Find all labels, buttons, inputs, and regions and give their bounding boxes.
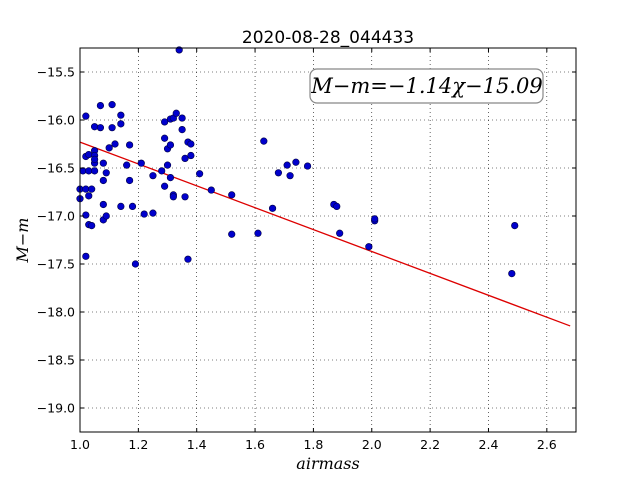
data-point bbox=[117, 202, 125, 210]
data-point bbox=[117, 120, 125, 128]
data-point bbox=[187, 140, 195, 148]
data-point bbox=[108, 101, 116, 109]
data-point bbox=[82, 252, 90, 260]
data-point bbox=[99, 176, 107, 185]
data-point bbox=[181, 154, 189, 162]
data-point bbox=[108, 124, 116, 132]
data-point bbox=[178, 126, 186, 134]
data-point bbox=[88, 185, 96, 193]
x-tick-label: 1.6 bbox=[245, 437, 265, 452]
chart-title: 2020-08-28_044433 bbox=[242, 28, 414, 48]
y-tick-label: −19.0 bbox=[37, 401, 75, 416]
data-point bbox=[274, 169, 283, 177]
y-tick-label: −18.0 bbox=[37, 305, 75, 320]
x-tick-label: 2.2 bbox=[420, 437, 440, 452]
fit-equation-annotation: M−m=−1.14χ−15.09 bbox=[310, 74, 542, 98]
data-point bbox=[181, 193, 189, 201]
data-point bbox=[105, 144, 113, 152]
data-point bbox=[82, 211, 90, 219]
data-point bbox=[184, 255, 192, 263]
y-tick-label: −17.5 bbox=[37, 257, 75, 272]
data-points bbox=[76, 46, 519, 278]
data-point bbox=[166, 141, 175, 149]
x-tick-label: 1.2 bbox=[128, 437, 148, 452]
data-point bbox=[228, 230, 236, 238]
x-tick-labels: 1.0 1.2 1.4 1.6 1.8 2.0 2.2 2.4 2.6 bbox=[70, 437, 557, 452]
y-tick-label: −17.0 bbox=[37, 209, 75, 224]
data-point bbox=[102, 212, 110, 220]
y-tick-label: −18.5 bbox=[37, 353, 75, 368]
data-point bbox=[90, 155, 99, 163]
y-axis-label: M−m bbox=[13, 218, 32, 264]
data-point bbox=[166, 174, 175, 182]
data-point bbox=[178, 114, 186, 122]
plot-frame bbox=[79, 47, 577, 433]
data-point bbox=[82, 112, 90, 120]
x-tick-label: 2.6 bbox=[537, 437, 557, 452]
data-point bbox=[126, 176, 134, 185]
data-point bbox=[283, 161, 291, 169]
data-point bbox=[207, 186, 215, 194]
data-point bbox=[161, 118, 169, 126]
data-point bbox=[88, 222, 96, 230]
data-point bbox=[96, 124, 105, 132]
axis-ticks bbox=[79, 48, 576, 432]
data-point bbox=[511, 222, 519, 230]
x-tick-label: 1.8 bbox=[303, 437, 323, 452]
data-point bbox=[117, 111, 125, 119]
fit-line-group bbox=[79, 141, 571, 327]
data-point bbox=[85, 150, 93, 159]
data-point bbox=[96, 101, 105, 110]
x-tick-label: 2.0 bbox=[362, 437, 382, 452]
data-point bbox=[149, 172, 157, 180]
data-point bbox=[161, 134, 169, 142]
data-point bbox=[102, 169, 110, 177]
y-tick-label: −15.5 bbox=[37, 65, 75, 80]
data-point bbox=[303, 162, 312, 170]
data-point bbox=[85, 192, 93, 200]
data-point bbox=[163, 161, 172, 169]
data-point bbox=[292, 158, 300, 166]
data-point bbox=[187, 151, 195, 160]
x-axis-label: airmass bbox=[296, 454, 359, 473]
data-point bbox=[99, 159, 107, 167]
data-point bbox=[228, 191, 236, 199]
data-point bbox=[268, 204, 277, 212]
grid bbox=[79, 48, 576, 432]
x-tick-label: 1.4 bbox=[187, 437, 207, 452]
data-point bbox=[161, 182, 169, 190]
data-point bbox=[90, 167, 99, 175]
data-point bbox=[172, 109, 180, 117]
data-point bbox=[149, 209, 157, 217]
data-point bbox=[260, 137, 268, 145]
data-point bbox=[333, 202, 341, 210]
data-point bbox=[111, 140, 119, 148]
y-tick-label: −16.5 bbox=[37, 161, 75, 176]
fit-line bbox=[79, 141, 571, 327]
data-point bbox=[90, 123, 99, 131]
data-point bbox=[140, 210, 148, 218]
data-point bbox=[123, 161, 131, 169]
data-point bbox=[336, 229, 344, 237]
data-point bbox=[169, 193, 177, 201]
data-point bbox=[137, 159, 145, 167]
data-point bbox=[286, 172, 294, 180]
data-point bbox=[254, 229, 262, 237]
y-tick-label: −16.0 bbox=[37, 113, 75, 128]
data-point bbox=[508, 270, 516, 278]
data-point bbox=[158, 167, 166, 175]
data-point bbox=[365, 243, 373, 251]
annotation-box bbox=[309, 68, 544, 104]
data-point bbox=[126, 141, 134, 149]
data-point bbox=[128, 202, 137, 210]
data-point bbox=[99, 200, 107, 209]
x-tick-label: 2.4 bbox=[479, 437, 499, 452]
y-tick-labels: −15.5 −16.0 −16.5 −17.0 −17.5 −18.0 −18.5 −19.0 bbox=[37, 65, 75, 416]
x-tick-label: 1.0 bbox=[70, 437, 90, 452]
data-point bbox=[196, 170, 204, 178]
data-point bbox=[371, 215, 379, 223]
data-point bbox=[131, 260, 140, 268]
